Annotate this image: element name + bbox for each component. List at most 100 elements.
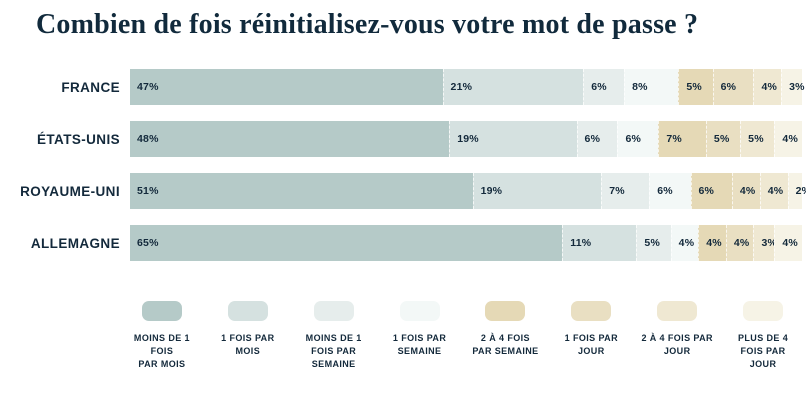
segment-value: 4% — [706, 237, 722, 249]
page-title: Combien de fois réinitialisez-vous votre… — [36, 9, 699, 40]
legend-swatch — [227, 301, 268, 321]
segment-value: 5% — [713, 133, 730, 145]
legend-item: 2 À 4 FOIS PAR SEMAINE — [463, 301, 549, 371]
legend-label: MOINS DE 1 FOIS PAR SEMAINE — [305, 333, 362, 369]
bar-segment: 3% — [753, 225, 778, 261]
segment-value: 6% — [591, 81, 607, 93]
segment-value: 5% — [686, 81, 702, 93]
legend-label: 2 À 4 FOIS PAR JOUR — [641, 333, 713, 356]
bar-segment: 11% — [562, 225, 637, 261]
category-label: FRANCE — [61, 79, 120, 95]
bar-segment: 4% — [731, 173, 760, 209]
bar-segment: 5% — [678, 69, 713, 105]
bar-segment: 5% — [705, 121, 741, 157]
bar-segment: 6% — [649, 173, 691, 209]
stacked-bar: 65% 11% 5% 4% 4% 4% 3% 4% — [130, 225, 802, 261]
segment-value: 65% — [137, 237, 159, 249]
legend-label: 1 FOIS PAR MOIS — [221, 333, 275, 356]
category-label: ALLEMAGNE — [30, 235, 120, 251]
bar-segment: 7% — [601, 173, 650, 209]
bar-segment: 7% — [658, 121, 706, 157]
legend-label: 1 FOIS PAR JOUR — [564, 333, 618, 356]
bar-segment: 47% — [130, 69, 443, 105]
bar-segment: 8% — [624, 69, 679, 105]
bar-segment: 6% — [583, 69, 625, 105]
legend-swatch — [571, 301, 612, 321]
legend-label: PLUS DE 4 FOIS PAR JOUR — [738, 333, 789, 369]
bar-segment: 65% — [130, 225, 563, 261]
bar-segment: 6% — [617, 121, 659, 157]
segment-value: 4% — [767, 185, 784, 197]
segment-value: 4% — [739, 185, 756, 197]
segment-value: 6% — [625, 133, 642, 145]
chart-legend: MOINS DE 1 FOIS PAR MOIS 1 FOIS PAR MOIS M… — [119, 301, 806, 371]
bar-segment: 5% — [636, 225, 671, 261]
segment-value: 21% — [450, 81, 473, 93]
segment-value: 4% — [782, 237, 798, 249]
category-label: ROYAUME-UNI — [20, 183, 120, 199]
segment-value: 4% — [678, 237, 695, 249]
category-label: ÉTATS-UNIS — [37, 131, 120, 147]
segment-value: 47% — [137, 81, 159, 93]
stacked-bar: 47% 21% 6% 8% 5% 6% 4% 3% — [130, 69, 805, 105]
segment-value: 4% — [733, 237, 750, 249]
legend-item: 1 FOIS PAR MOIS — [205, 301, 291, 371]
segment-value: 11% — [570, 237, 592, 249]
segment-value: 48% — [137, 133, 159, 145]
chart-row: ÉTATS-UNIS 48% 19% 6% 6% 7% 5% 5% 4% — [0, 121, 806, 157]
chart-row: FRANCE 47% 21% 6% 8% 5% 6% 4% 3% — [0, 69, 806, 105]
segment-value: 3% — [789, 81, 805, 93]
segment-value: 4% — [761, 81, 778, 93]
bar-segment: 6% — [576, 121, 618, 157]
chart-row: ALLEMAGNE 65% 11% 5% 4% 4% 4% 3% 4% — [0, 225, 806, 261]
segment-value: 51% — [137, 185, 159, 197]
bar-segment: 4% — [670, 225, 699, 261]
legend-label: 1 FOIS PAR SEMAINE — [392, 333, 447, 356]
bar-segment: 5% — [740, 121, 775, 157]
bar-segment: 51% — [130, 173, 473, 209]
segment-value: 8% — [632, 81, 648, 93]
legend-swatch — [399, 301, 440, 321]
bar-segment: 4% — [725, 225, 754, 261]
stacked-bar: 48% 19% 6% 6% 7% 5% 5% 4% — [130, 121, 802, 157]
legend-item: 2 À 4 FOIS PAR JOUR — [634, 301, 720, 371]
legend-item: MOINS DE 1 FOIS PAR MOIS — [119, 301, 205, 371]
segment-value: 6% — [657, 185, 673, 197]
bar-segment: 48% — [130, 121, 450, 157]
legend-item: 1 FOIS PAR SEMAINE — [377, 301, 463, 371]
legend-swatch — [141, 301, 182, 321]
bar-segment: 6% — [712, 69, 754, 105]
legend-swatch — [657, 301, 698, 321]
segment-value: 3% — [761, 237, 778, 249]
legend-item: MOINS DE 1 FOIS PAR SEMAINE — [291, 301, 377, 371]
bar-segment: 3% — [781, 69, 805, 105]
bar-segment: 4% — [774, 225, 802, 261]
bar-segment: 4% — [759, 173, 788, 209]
segment-value: 6% — [584, 133, 601, 145]
segment-value: 5% — [644, 237, 660, 249]
segment-value: 6% — [698, 185, 715, 197]
segment-value: 2% — [795, 185, 806, 197]
segment-value: 7% — [609, 185, 625, 197]
bar-segment: 19% — [449, 121, 577, 157]
chart-row: ROYAUME-UNI 51% 19% 7% 6% 6% 4% 4% 2% — [0, 173, 806, 209]
segment-value: 19% — [480, 185, 503, 197]
legend-swatch — [743, 301, 784, 321]
legend-item: PLUS DE 4 FOIS PAR JOUR — [720, 301, 806, 371]
legend-item: 1 FOIS PAR JOUR — [548, 301, 634, 371]
segment-value: 7% — [666, 133, 682, 145]
legend-label: MOINS DE 1 FOIS PAR MOIS — [133, 333, 190, 369]
bar-segment: 19% — [472, 173, 602, 209]
segment-value: 5% — [748, 133, 764, 145]
segment-value: 6% — [720, 81, 737, 93]
stacked-bar: 51% 19% 7% 6% 6% 4% 4% 2% — [130, 173, 806, 209]
bar-segment: 4% — [698, 225, 726, 261]
legend-swatch — [313, 301, 354, 321]
legend-swatch — [485, 301, 526, 321]
bar-segment: 4% — [774, 121, 802, 157]
bar-segment: 2% — [787, 173, 806, 209]
legend-label: 2 À 4 FOIS PAR SEMAINE — [472, 333, 539, 356]
stacked-bar-chart: FRANCE 47% 21% 6% 8% 5% 6% 4% 3% ÉTATS-UNIS 48% 19%… — [0, 69, 806, 261]
segment-value: 19% — [457, 133, 479, 145]
